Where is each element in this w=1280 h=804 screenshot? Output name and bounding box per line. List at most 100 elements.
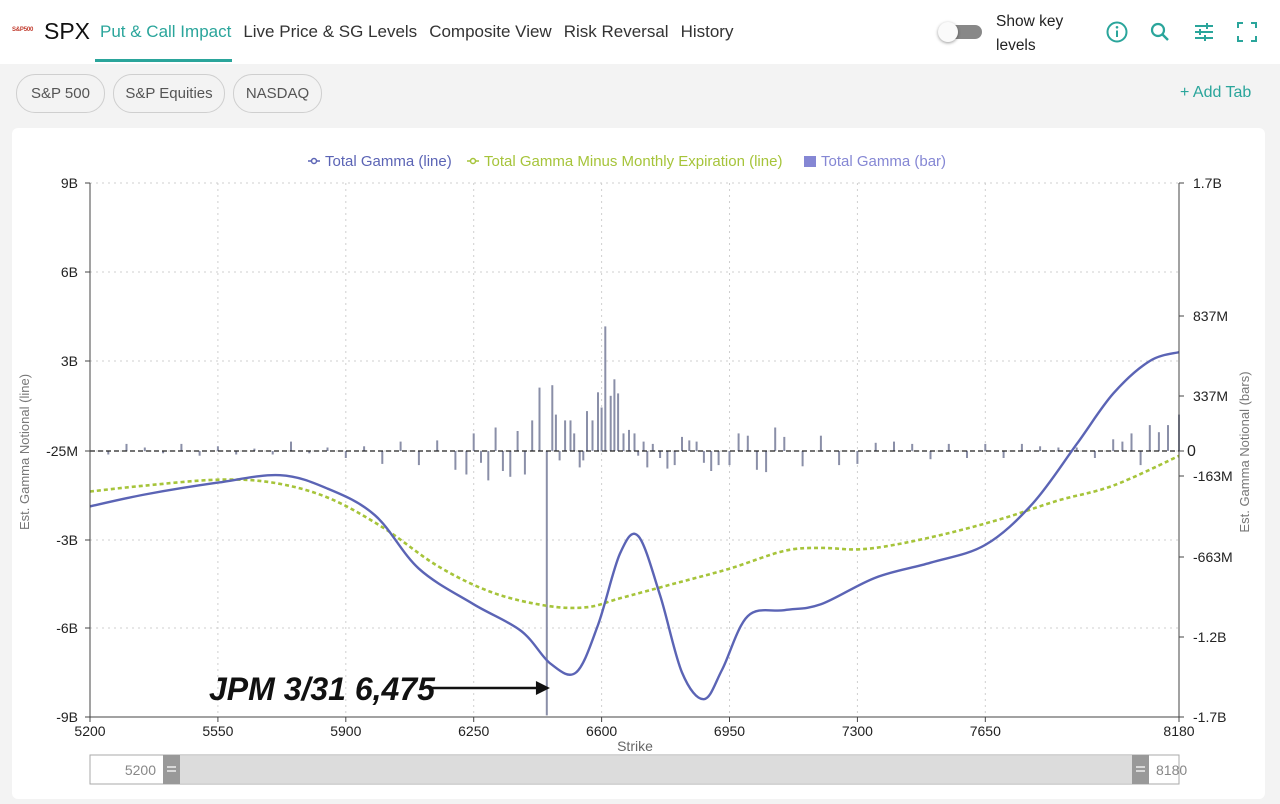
x-axis-ticks: 5200 5550 5900 6250 6600 6950 7300 7650 8180 <box>74 717 1195 739</box>
x-axis-label: Strike <box>617 738 653 754</box>
legend-label: Total Gamma Minus Monthly Expiration (li… <box>484 153 782 170</box>
gamma-bar <box>162 451 165 454</box>
gamma-bar <box>874 442 877 451</box>
x-tick-label: 7650 <box>970 723 1001 739</box>
gamma-bar <box>235 451 238 455</box>
gamma-bar <box>702 451 705 463</box>
gamma-bar <box>622 433 625 451</box>
legend-item-total-gamma-line[interactable]: Total Gamma (line) <box>308 153 452 170</box>
gamma-bar <box>856 451 859 464</box>
left-tick-label: 6B <box>61 264 78 280</box>
gamma-bar <box>633 433 636 451</box>
legend-item-total-gamma-bar[interactable]: Total Gamma (bar) <box>804 153 946 170</box>
gamma-bar <box>984 443 987 451</box>
fullscreen-icon[interactable] <box>1235 20 1259 44</box>
gamma-bar <box>591 420 594 451</box>
slider-min-label: 5200 <box>125 762 156 778</box>
gamma-bar <box>765 451 768 473</box>
gamma-bar <box>143 447 146 451</box>
subtab-sp500[interactable]: S&P 500 <box>16 74 105 113</box>
sliders-icon[interactable] <box>1192 20 1216 44</box>
right-tick-label: -663M <box>1193 549 1233 565</box>
gamma-bar <box>480 451 482 463</box>
legend-label: Total Gamma (bar) <box>821 153 946 170</box>
tab-risk-reversal[interactable]: Risk Reversal <box>563 22 669 41</box>
right-axis-ticks: 1.7B 837M 337M 0 -163M -663M -1.2B -1.7B <box>1179 175 1233 725</box>
range-slider[interactable]: 5200 8180 <box>89 754 1187 785</box>
gamma-bar <box>253 448 256 451</box>
left-tick-label: -9B <box>56 709 78 725</box>
x-tick-label: 8180 <box>1163 723 1194 739</box>
gamma-bar <box>509 451 512 477</box>
slider-handle-left[interactable] <box>163 755 180 784</box>
gamma-bars <box>107 326 1180 716</box>
gamma-bar <box>1002 451 1005 458</box>
gamma-bar <box>717 451 720 466</box>
gamma-bar <box>600 407 603 451</box>
gamma-bar <box>578 451 581 468</box>
gamma-bar <box>666 451 669 469</box>
right-tick-label: 0 <box>1187 443 1196 460</box>
gamma-bar <box>819 435 822 451</box>
left-tick-label: -3B <box>56 532 78 548</box>
gamma-bar <box>783 436 786 451</box>
gamma-bar <box>609 395 612 451</box>
y-axis-left-label: Est. Gamma Notional (line) <box>17 374 32 530</box>
gamma-bar <box>651 443 654 451</box>
tab-history[interactable]: History <box>680 22 734 41</box>
annotation-text: JPM 3/31 6,475 <box>209 671 436 707</box>
gamma-bar <box>573 433 576 451</box>
gamma-bar <box>966 451 968 458</box>
left-tick-label: -25M <box>46 443 78 459</box>
right-tick-label: 837M <box>1193 308 1228 324</box>
gamma-bar <box>454 451 457 470</box>
gamma-bar <box>628 429 630 451</box>
gamma-bar <box>516 431 519 451</box>
subtab-nasdaq[interactable]: NASDAQ <box>233 74 322 113</box>
tab-composite-view[interactable]: Composite View <box>429 22 552 41</box>
info-icon[interactable] <box>1105 20 1129 44</box>
gamma-bar <box>125 443 128 451</box>
gamma-bar <box>688 440 691 451</box>
sp500-logo: S&P500 <box>12 27 34 33</box>
add-tab-button[interactable]: + Add Tab <box>1180 84 1252 101</box>
tab-put-call-impact[interactable]: Put & Call Impact <box>100 22 232 41</box>
gamma-bar <box>774 427 777 451</box>
slider-handle-right[interactable] <box>1132 755 1149 784</box>
gamma-bar <box>838 451 841 466</box>
y-axis-right-label: Est. Gamma Notional (bars) <box>1237 371 1252 532</box>
legend-item-minus-monthly-line[interactable]: Total Gamma Minus Monthly Expiration (li… <box>467 153 782 170</box>
gamma-bar <box>1057 447 1060 451</box>
gamma-bar <box>107 451 110 455</box>
gamma-bar <box>569 420 572 451</box>
gamma-bar <box>1157 432 1160 451</box>
toggle-label: Show key levels <box>996 13 1064 54</box>
gamma-bar <box>381 451 384 464</box>
gamma-bar <box>531 420 534 451</box>
toggle-knob <box>938 22 958 42</box>
annotation-arrow-head <box>535 681 550 695</box>
gamma-bar <box>523 451 526 475</box>
right-tick-label: 337M <box>1193 388 1228 404</box>
key-levels-toggle[interactable] <box>938 22 982 42</box>
gamma-bar <box>344 451 347 458</box>
gamma-bar <box>554 414 557 451</box>
chart-card: 9B 6B 3B -25M -3B -6B -9B 1.7B 837M 337M 0 -163M -6… <box>12 128 1265 799</box>
active-tab-indicator <box>95 59 232 62</box>
right-tick-label: -1.2B <box>1193 629 1226 645</box>
gamma-bar <box>597 392 599 452</box>
gamma-bar <box>911 443 914 451</box>
gamma-bar <box>710 451 713 471</box>
gamma-bar <box>1130 433 1133 451</box>
left-tick-label: 9B <box>61 175 78 191</box>
gamma-bar <box>929 451 932 460</box>
subtab-sp-equities[interactable]: S&P Equities <box>113 74 225 113</box>
search-icon[interactable] <box>1148 20 1172 44</box>
gamma-bar <box>755 451 758 470</box>
tab-live-price-sg-levels[interactable]: Live Price & SG Levels <box>243 22 418 41</box>
gamma-bar <box>681 436 683 451</box>
gamma-bar <box>1093 451 1096 458</box>
left-tick-label: 3B <box>61 353 78 369</box>
x-tick-label: 6600 <box>586 723 617 739</box>
series-line-total-gamma <box>89 350 1180 701</box>
